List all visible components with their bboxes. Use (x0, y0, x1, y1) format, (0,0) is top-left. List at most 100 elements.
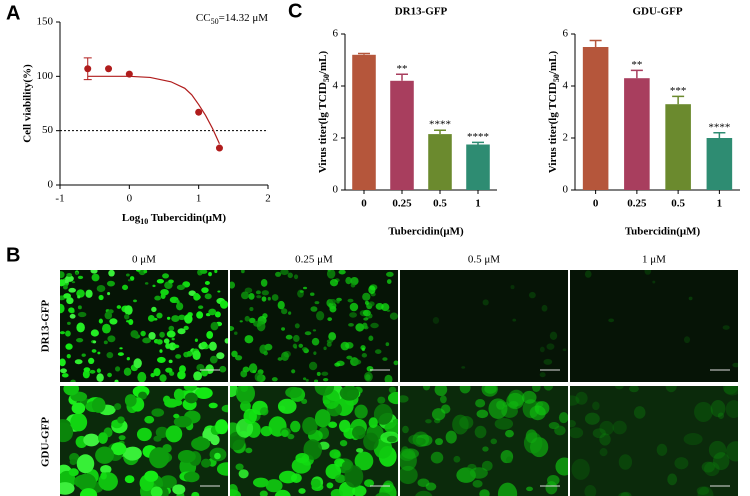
cell (261, 296, 267, 302)
cell (459, 386, 471, 394)
cell (173, 413, 180, 419)
micrograph (60, 386, 228, 496)
y-axis-label-main: Virus titer(lg TCID (547, 82, 559, 173)
cell (111, 442, 127, 456)
cell (144, 470, 159, 482)
panel-letter: A (6, 2, 20, 24)
cell (71, 402, 86, 415)
cell (114, 379, 119, 382)
cell (81, 353, 86, 357)
cell (77, 275, 84, 280)
cell (592, 428, 606, 439)
cell (154, 295, 161, 301)
cell (116, 305, 122, 309)
cell (140, 330, 146, 337)
cell (168, 279, 174, 284)
cell (65, 343, 73, 350)
cell (91, 397, 106, 413)
cell (204, 293, 212, 300)
cell (339, 439, 348, 447)
point (125, 70, 133, 78)
cell (494, 417, 514, 430)
cell (347, 298, 354, 303)
cell (153, 368, 161, 377)
cell (217, 290, 221, 293)
cell (290, 473, 302, 483)
annotation-sub: 50 (211, 17, 219, 26)
bar (582, 47, 609, 190)
cell (215, 419, 228, 435)
cell (156, 312, 163, 319)
cell (377, 396, 386, 404)
cell (340, 341, 350, 351)
x-tick-label: 0.25 (627, 198, 647, 210)
cell (163, 338, 170, 344)
y-tick-label: 6 (563, 28, 569, 40)
cell (354, 451, 374, 471)
cell (435, 438, 443, 446)
y-tick-label: 150 (37, 16, 54, 28)
cell (363, 325, 369, 330)
cell (156, 278, 164, 284)
cell (368, 417, 378, 429)
cell (512, 318, 517, 322)
cell (326, 341, 332, 347)
cell (60, 358, 66, 367)
cell (69, 313, 76, 319)
y-tick-label: 2 (563, 132, 569, 144)
cells (432, 284, 567, 378)
cell (125, 273, 130, 277)
cell (667, 473, 678, 486)
cell (249, 306, 254, 312)
cell (108, 270, 115, 277)
cell (123, 367, 132, 376)
cell (303, 439, 323, 460)
cell (314, 386, 335, 396)
cell (177, 370, 186, 380)
cell (356, 448, 364, 453)
cell (133, 299, 137, 303)
cell (261, 290, 269, 296)
cell (336, 299, 340, 304)
cells (570, 386, 738, 496)
cell (402, 425, 409, 434)
cell (302, 377, 307, 381)
cell (183, 325, 189, 331)
cell (363, 432, 379, 451)
cell (361, 347, 365, 352)
cell (364, 300, 369, 305)
cell (287, 433, 295, 440)
cell (362, 309, 371, 317)
cell (368, 301, 375, 307)
cell (285, 386, 302, 398)
cell (63, 293, 72, 299)
cell (339, 386, 360, 401)
column-label: 1 μM (642, 254, 666, 266)
cell (543, 386, 554, 391)
cell (130, 330, 139, 338)
y-tick-label: 0 (563, 184, 569, 196)
cell (277, 300, 285, 310)
cell (644, 270, 652, 275)
cell (334, 362, 341, 367)
cell (114, 403, 122, 410)
cell (506, 392, 525, 410)
cell (704, 461, 720, 477)
cell (484, 386, 497, 394)
cell (364, 479, 375, 487)
cell (267, 296, 271, 301)
cell (216, 352, 225, 360)
cell (309, 292, 315, 296)
cell (547, 475, 560, 486)
cell (183, 471, 200, 483)
cell (83, 367, 91, 372)
cell (71, 281, 76, 284)
cell (712, 452, 730, 471)
cell (138, 391, 148, 400)
cell (452, 414, 469, 435)
cell (417, 478, 430, 487)
cell (172, 484, 186, 495)
x-axis-label: Tubercidin(μM) (388, 226, 464, 238)
cell (694, 401, 713, 423)
error-bar (713, 132, 726, 138)
